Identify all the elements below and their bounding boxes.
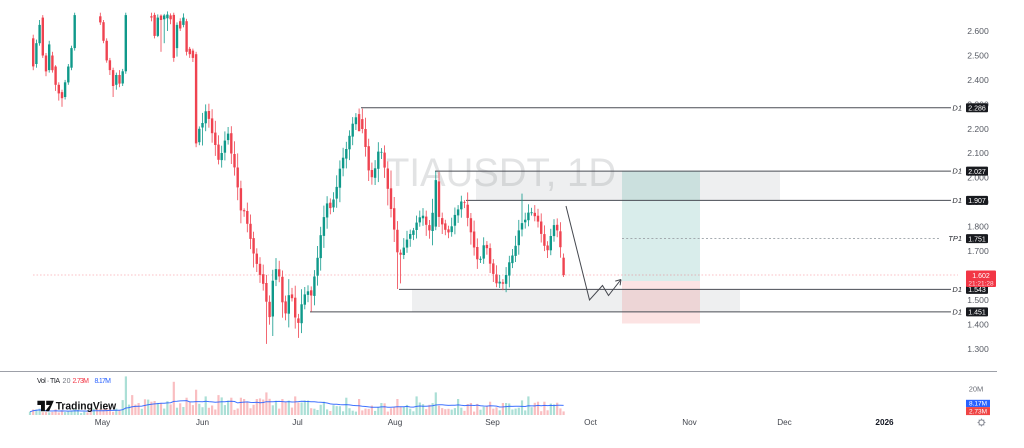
svg-text:Dec: Dec: [777, 418, 792, 427]
svg-text:May: May: [95, 418, 111, 427]
svg-text:D1: D1: [952, 103, 962, 112]
svg-text:Jul: Jul: [292, 418, 303, 427]
svg-text:21:21:28: 21:21:28: [968, 280, 994, 287]
svg-text:1.543: 1.543: [968, 287, 986, 294]
svg-text:TradingView: TradingView: [56, 400, 117, 412]
svg-text:1.800: 1.800: [967, 222, 989, 232]
svg-text:2.73M: 2.73M: [73, 378, 90, 385]
svg-text:2.027: 2.027: [968, 169, 986, 176]
svg-text:20M: 20M: [969, 385, 984, 394]
svg-text:1.300: 1.300: [967, 344, 989, 354]
svg-text:Vol · TIA: Vol · TIA: [37, 378, 60, 385]
svg-text:D1: D1: [952, 196, 962, 205]
svg-text:2.000: 2.000: [967, 173, 989, 183]
svg-text:D1: D1: [952, 167, 962, 176]
svg-text:2.200: 2.200: [967, 124, 989, 134]
svg-text:8.17M: 8.17M: [969, 401, 987, 408]
svg-text:2.500: 2.500: [967, 51, 989, 61]
svg-text:1.700: 1.700: [967, 246, 989, 256]
svg-text:2.600: 2.600: [967, 26, 989, 36]
svg-text:Aug: Aug: [388, 418, 403, 427]
svg-text:2.286: 2.286: [968, 106, 986, 113]
svg-text:2.100: 2.100: [967, 148, 989, 158]
svg-text:1.751: 1.751: [968, 236, 986, 243]
svg-text:1.400: 1.400: [967, 319, 989, 329]
svg-text:Sep: Sep: [485, 418, 500, 427]
svg-text:D1: D1: [952, 285, 962, 294]
svg-text:20: 20: [63, 378, 71, 385]
svg-text:1.500: 1.500: [967, 295, 989, 305]
svg-text:2.400: 2.400: [967, 75, 989, 85]
svg-text:2.73M: 2.73M: [969, 408, 987, 415]
svg-text:Oct: Oct: [584, 418, 597, 427]
svg-text:D1: D1: [952, 307, 962, 316]
svg-text:1.907: 1.907: [968, 198, 986, 205]
svg-text:Jun: Jun: [196, 418, 210, 427]
svg-text:2026: 2026: [875, 418, 894, 427]
svg-text:1.451: 1.451: [968, 310, 986, 317]
svg-text:TP1: TP1: [948, 234, 962, 243]
svg-text:1.602: 1.602: [972, 273, 990, 280]
svg-text:TIAUSDT, 1D: TIAUSDT, 1D: [386, 151, 616, 195]
svg-text:Nov: Nov: [682, 418, 697, 427]
svg-text:8.17M: 8.17M: [95, 378, 112, 385]
